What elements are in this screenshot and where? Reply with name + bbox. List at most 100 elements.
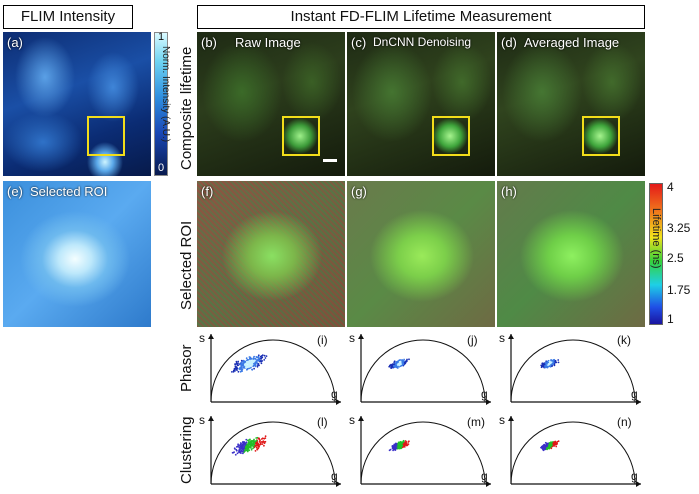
- phasor-point: [242, 363, 244, 365]
- phasor-point: [236, 452, 239, 455]
- phasor-point: [260, 360, 263, 363]
- lifetime-tick-4: 4: [667, 180, 674, 194]
- phasor-point: [408, 358, 410, 361]
- phasor-point: [240, 361, 243, 364]
- lifetime-tick-2-5: 2.5: [667, 251, 684, 265]
- phasor-point: [540, 446, 542, 449]
- panel-c-roi-box: [432, 116, 470, 156]
- phasor-point: [246, 368, 248, 371]
- phasor-point: [252, 439, 255, 442]
- plot-n-cluster: s g (n): [499, 413, 641, 487]
- phasor-point: [255, 360, 258, 363]
- phasor-point: [257, 363, 260, 365]
- lifetime-colorbar: [649, 183, 663, 325]
- axis-label-s: s: [199, 413, 205, 427]
- phasor-point: [249, 363, 252, 366]
- axis-label-s: s: [199, 331, 205, 345]
- plot-label-m: (m): [467, 415, 485, 429]
- phasor-point: [263, 354, 266, 357]
- phasor-point: [237, 362, 239, 365]
- panel-c-title: DnCNN Denoising: [373, 35, 472, 49]
- phasor-point: [552, 361, 555, 363]
- phasor-point: [243, 443, 245, 446]
- phasor-point: [393, 445, 395, 448]
- axis-label-s: s: [349, 413, 355, 427]
- phasor-point: [399, 442, 402, 445]
- phasor-point: [234, 365, 237, 368]
- phasor-axes: [360, 334, 491, 403]
- phasor-point: [253, 443, 255, 446]
- panel-a-intensity-image: (a): [3, 32, 151, 176]
- phasor-point: [549, 365, 552, 368]
- panel-b-title: Raw Image: [235, 35, 301, 50]
- phasor-point: [254, 450, 257, 452]
- phasor-point: [253, 355, 255, 358]
- phasor-point: [263, 359, 266, 361]
- phasor-point: [398, 446, 401, 448]
- phasor-point: [258, 357, 261, 360]
- phasor-point: [397, 363, 400, 366]
- phasor-point: [246, 450, 249, 453]
- phasor-point: [261, 443, 264, 445]
- phasor-point: [406, 358, 408, 361]
- phasor-axes: [210, 416, 341, 485]
- phasor-point: [552, 359, 555, 361]
- phasor-point: [395, 447, 398, 449]
- phasor-point: [263, 437, 266, 440]
- phasor-point: [238, 450, 240, 452]
- axis-label-g: g: [481, 469, 488, 483]
- phasor-point: [256, 443, 259, 445]
- plot-k-phasor: s g (k): [499, 331, 641, 405]
- phasor-axes: [510, 416, 641, 485]
- phasor-point: [246, 444, 248, 447]
- phasor-point: [544, 366, 547, 368]
- axis-label-s: s: [499, 413, 505, 427]
- panel-a-roi-box: [87, 116, 125, 156]
- phasor-point: [255, 446, 258, 449]
- phasor-point: [551, 360, 554, 362]
- axis-label-g: g: [331, 387, 338, 401]
- panel-d-title: Averaged Image: [524, 35, 620, 50]
- phasor-axes: [510, 334, 641, 403]
- axis-label-g: g: [481, 387, 488, 401]
- universal-semicircle: [510, 421, 636, 485]
- phasor-point: [234, 453, 237, 456]
- phasor-point: [395, 444, 398, 447]
- phasor-point: [232, 369, 235, 372]
- phasor-point: [401, 444, 404, 447]
- phasor-point: [405, 442, 408, 445]
- phasor-point: [252, 358, 255, 360]
- phasor-point: [400, 361, 402, 363]
- phasor-point: [245, 357, 248, 360]
- phasor-point: [246, 448, 249, 451]
- phasor-point: [257, 447, 260, 450]
- phasor-point: [264, 435, 267, 438]
- phasor-point: [557, 359, 560, 361]
- plot-label-i: (i): [317, 333, 328, 347]
- phasor-point: [240, 359, 243, 362]
- phasor-point: [388, 365, 391, 368]
- phasor-point: [254, 364, 257, 366]
- phasor-point: [555, 442, 557, 444]
- plot-l-cluster: s g (l): [199, 413, 341, 487]
- axis-label-s: s: [499, 331, 505, 345]
- flim-intensity-header-text: FLIM Intensity: [20, 8, 116, 25]
- phasor-point: [397, 360, 400, 363]
- phasor-point: [546, 444, 549, 447]
- phasor-point: [546, 363, 548, 365]
- phasor-point: [554, 440, 557, 443]
- panel-g-denoised-roi: (g): [347, 181, 495, 327]
- phasor-point: [546, 446, 549, 449]
- phasor-point: [246, 439, 249, 442]
- panel-c-denoised-lifetime: (c) DnCNN Denoising: [347, 32, 495, 176]
- phasor-point: [235, 448, 238, 451]
- phasor-point: [402, 441, 405, 443]
- intensity-colorbar: [154, 32, 168, 176]
- phasor-point: [249, 438, 251, 441]
- phasor-point: [244, 446, 247, 449]
- phasor-point: [395, 364, 398, 366]
- panel-e-title: Selected ROI: [30, 184, 108, 199]
- phasor-point: [239, 363, 242, 365]
- phasor-point: [390, 367, 392, 369]
- phasor-point: [249, 361, 252, 364]
